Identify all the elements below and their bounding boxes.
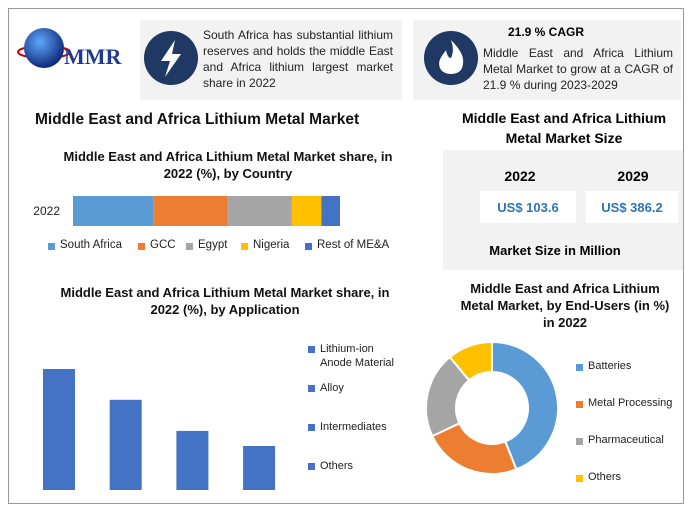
legend-label: Intermediates	[320, 421, 387, 433]
bar-segment	[73, 196, 154, 226]
market-value: US$ 386.2	[601, 200, 663, 215]
legend-item: GCC	[138, 239, 248, 251]
legend-item: Metal Processing	[576, 397, 681, 409]
legend-label: Lithium-ion Anode Material	[320, 343, 394, 369]
legend-label: Alloy	[320, 382, 344, 394]
main-title: Middle East and Africa Lithium Metal Mar…	[35, 111, 360, 128]
chart-title: Middle East and Africa Lithium Metal Mar…	[60, 285, 390, 317]
legend-label: Metal Processing	[588, 397, 673, 409]
legend-item: Intermediates	[308, 420, 408, 434]
market-size-note: Market Size in Million	[489, 243, 621, 258]
chart-title: Middle East and Africa Lithium Metal Mar…	[63, 149, 393, 181]
value-box	[586, 191, 678, 223]
bar	[43, 369, 75, 490]
flame-icon	[439, 40, 464, 74]
legend-label: Egypt	[198, 239, 228, 251]
legend-swatch	[305, 243, 312, 250]
bar-segment	[227, 196, 292, 226]
logo-text: MMR	[64, 44, 123, 69]
legend-label: Others	[320, 460, 354, 472]
legend-swatch	[308, 346, 315, 353]
legend-label: Nigeria	[253, 239, 290, 251]
year: 2022	[504, 168, 536, 184]
legend-swatch	[576, 364, 583, 371]
bar	[176, 430, 209, 490]
legend-label: Batteries	[588, 360, 632, 372]
lightning-icon	[161, 40, 181, 77]
legend-swatch	[576, 475, 583, 482]
legend-item: Others	[576, 471, 681, 483]
legend-swatch	[138, 243, 145, 250]
legend-swatch	[241, 243, 248, 250]
bar-segment	[153, 196, 228, 226]
logo-globe	[24, 28, 64, 68]
legend-swatch	[576, 438, 583, 445]
fact-title: 21.9 % CAGR	[507, 25, 585, 39]
chart-title: Middle East and Africa Lithium Metal Mar…	[460, 281, 670, 330]
market-value: US$ 103.6	[497, 200, 559, 215]
legend-item: Others	[308, 459, 408, 473]
y-tick-label: 2022	[33, 204, 60, 218]
bar	[109, 399, 142, 490]
legend-swatch	[308, 463, 315, 470]
legend-item: South Africa	[48, 239, 158, 251]
legend-swatch	[48, 243, 55, 250]
legend-item: Pharmaceutical	[576, 434, 681, 446]
bar-segment	[291, 196, 322, 226]
donut-segment	[491, 340, 559, 471]
legend-swatch	[186, 243, 193, 250]
legend-label: GCC	[150, 239, 176, 251]
fact-text: Middle East and Africa Lithium Metal Mar…	[483, 46, 673, 92]
market-size-title: Middle East and Africa Lithium Metal Mar…	[461, 110, 667, 146]
legend-label: Others	[588, 471, 622, 483]
value-box	[480, 191, 576, 223]
legend-label: Rest of ME&A	[317, 239, 390, 251]
legend-swatch	[308, 424, 315, 431]
legend-swatch	[308, 385, 315, 392]
year: 2029	[617, 168, 649, 184]
legend-item: Nigeria	[241, 239, 351, 251]
legend-item: Alloy	[308, 381, 408, 395]
legend-label: South Africa	[60, 239, 123, 251]
legend-item: Batteries	[576, 360, 681, 372]
legend-item: Rest of ME&A	[305, 239, 415, 251]
legend-label: Pharmaceutical	[588, 434, 664, 446]
legend-item: Egypt	[186, 239, 296, 251]
legend-swatch	[576, 401, 583, 408]
fact-text: South Africa has substantial lithium res…	[203, 28, 393, 90]
legend-item: Lithium-ion Anode Material	[308, 342, 408, 370]
page-border	[8, 8, 684, 504]
donut-segment	[448, 340, 493, 382]
bar-segment	[321, 196, 340, 226]
bar	[243, 446, 276, 490]
